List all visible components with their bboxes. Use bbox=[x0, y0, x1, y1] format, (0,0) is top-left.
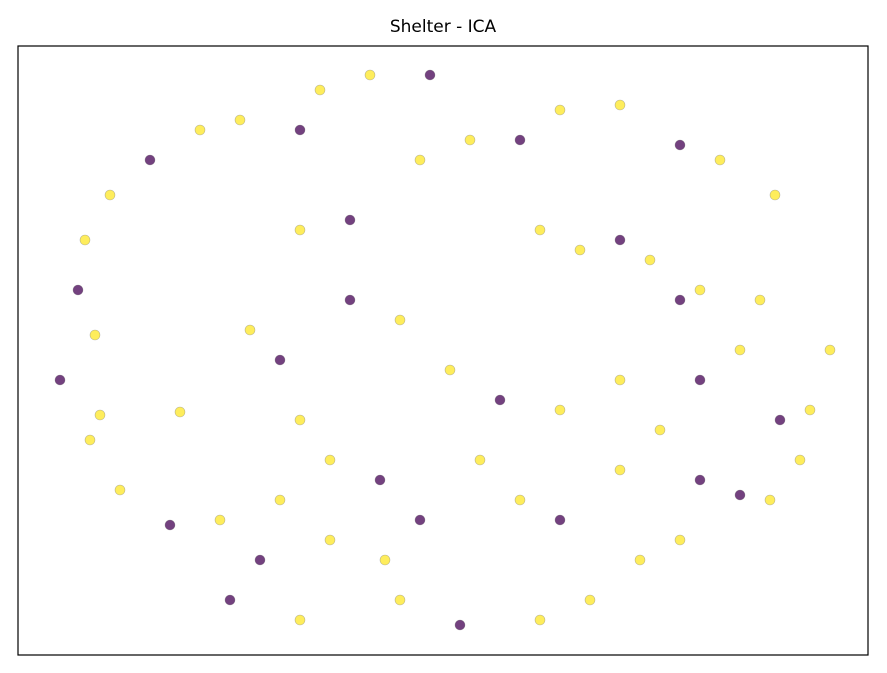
point bbox=[214, 514, 226, 526]
point bbox=[379, 554, 391, 566]
point bbox=[79, 234, 91, 246]
point bbox=[89, 329, 101, 341]
plot-frame bbox=[17, 45, 869, 656]
point bbox=[734, 489, 746, 501]
point bbox=[94, 409, 106, 421]
point bbox=[114, 484, 126, 496]
point bbox=[374, 474, 386, 486]
point bbox=[444, 364, 456, 376]
point bbox=[104, 189, 116, 201]
point bbox=[394, 314, 406, 326]
points bbox=[54, 69, 836, 631]
point bbox=[769, 189, 781, 201]
point bbox=[274, 354, 286, 366]
point bbox=[534, 224, 546, 236]
point bbox=[294, 224, 306, 236]
point bbox=[294, 414, 306, 426]
point bbox=[254, 554, 266, 566]
point bbox=[324, 534, 336, 546]
point bbox=[314, 84, 326, 96]
point bbox=[234, 114, 246, 126]
point bbox=[584, 594, 596, 606]
point bbox=[294, 124, 306, 136]
point bbox=[294, 614, 306, 626]
point bbox=[774, 414, 786, 426]
point bbox=[654, 424, 666, 436]
point bbox=[144, 154, 156, 166]
point bbox=[804, 404, 816, 416]
point bbox=[674, 534, 686, 546]
point bbox=[674, 294, 686, 306]
point bbox=[414, 514, 426, 526]
point bbox=[694, 374, 706, 386]
point bbox=[694, 284, 706, 296]
point bbox=[534, 614, 546, 626]
chart-title: Shelter - ICA bbox=[390, 17, 497, 37]
point bbox=[714, 154, 726, 166]
point bbox=[274, 494, 286, 506]
point bbox=[54, 374, 66, 386]
point bbox=[474, 454, 486, 466]
point bbox=[394, 594, 406, 606]
point bbox=[554, 514, 566, 526]
point bbox=[464, 134, 476, 146]
point bbox=[764, 494, 776, 506]
point bbox=[554, 404, 566, 416]
point bbox=[194, 124, 206, 136]
point bbox=[644, 254, 656, 266]
point bbox=[324, 454, 336, 466]
point bbox=[344, 294, 356, 306]
point bbox=[72, 284, 84, 296]
point bbox=[554, 104, 566, 116]
point bbox=[224, 594, 236, 606]
point bbox=[614, 374, 626, 386]
point bbox=[734, 344, 746, 356]
point bbox=[364, 69, 376, 81]
point bbox=[244, 324, 256, 336]
point bbox=[614, 464, 626, 476]
point bbox=[634, 554, 646, 566]
point bbox=[754, 294, 766, 306]
point bbox=[494, 394, 506, 406]
point bbox=[414, 154, 426, 166]
point bbox=[674, 139, 686, 151]
point bbox=[84, 434, 96, 446]
point bbox=[164, 519, 176, 531]
point bbox=[614, 99, 626, 111]
point bbox=[694, 474, 706, 486]
point bbox=[424, 69, 436, 81]
point bbox=[514, 134, 526, 146]
point bbox=[344, 214, 356, 226]
point bbox=[794, 454, 806, 466]
point bbox=[514, 494, 526, 506]
point bbox=[824, 344, 836, 356]
point bbox=[174, 406, 186, 418]
point bbox=[454, 619, 466, 631]
point bbox=[574, 244, 586, 256]
point bbox=[614, 234, 626, 246]
